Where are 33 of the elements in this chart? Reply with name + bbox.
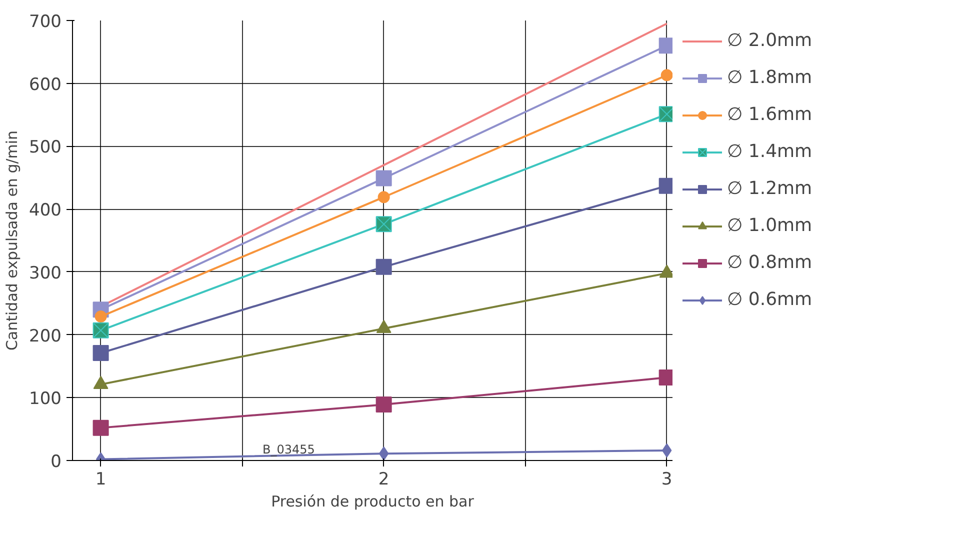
point <box>376 170 392 186</box>
legend-label: ∅ 2.0mm <box>727 30 812 51</box>
legend-label: ∅ 0.6mm <box>727 289 812 310</box>
point <box>378 191 390 204</box>
point <box>376 258 392 275</box>
x-tick-label: 1 <box>95 470 106 490</box>
annotation: B_03455 <box>262 442 315 456</box>
legend-label: ∅ 1.4mm <box>727 141 812 162</box>
y-tick-label: 100 <box>29 389 62 410</box>
y-tick-label: 300 <box>29 263 62 284</box>
point <box>376 396 392 413</box>
x-tick-label: 3 <box>661 470 672 490</box>
legend-label: ∅ 0.8mm <box>727 252 812 273</box>
point <box>376 216 392 232</box>
x-axis-title: Presión de producto en bar <box>271 492 475 510</box>
y-axis-title: Cantidad expulsada en g/min <box>3 130 22 351</box>
legend-label: ∅ 1.6mm <box>727 104 812 125</box>
y-tick-label: 700 <box>29 12 62 32</box>
y-tick-label: 600 <box>29 74 62 95</box>
y-tick-label: 0 <box>50 452 62 472</box>
point <box>94 310 107 323</box>
point <box>92 322 109 338</box>
y-tick-label: 200 <box>29 326 62 346</box>
point <box>378 446 389 460</box>
point <box>92 345 109 362</box>
y-tick-label: 500 <box>29 138 62 158</box>
legend-label: ∅ 1.8mm <box>727 67 812 88</box>
legend-label: ∅ 1.2mm <box>727 178 812 199</box>
y-tick-label: 400 <box>29 200 62 221</box>
legend-label: ∅ 1.0mm <box>727 215 812 236</box>
point <box>660 69 672 82</box>
x-tick-label: 2 <box>378 470 390 490</box>
point <box>92 420 109 436</box>
